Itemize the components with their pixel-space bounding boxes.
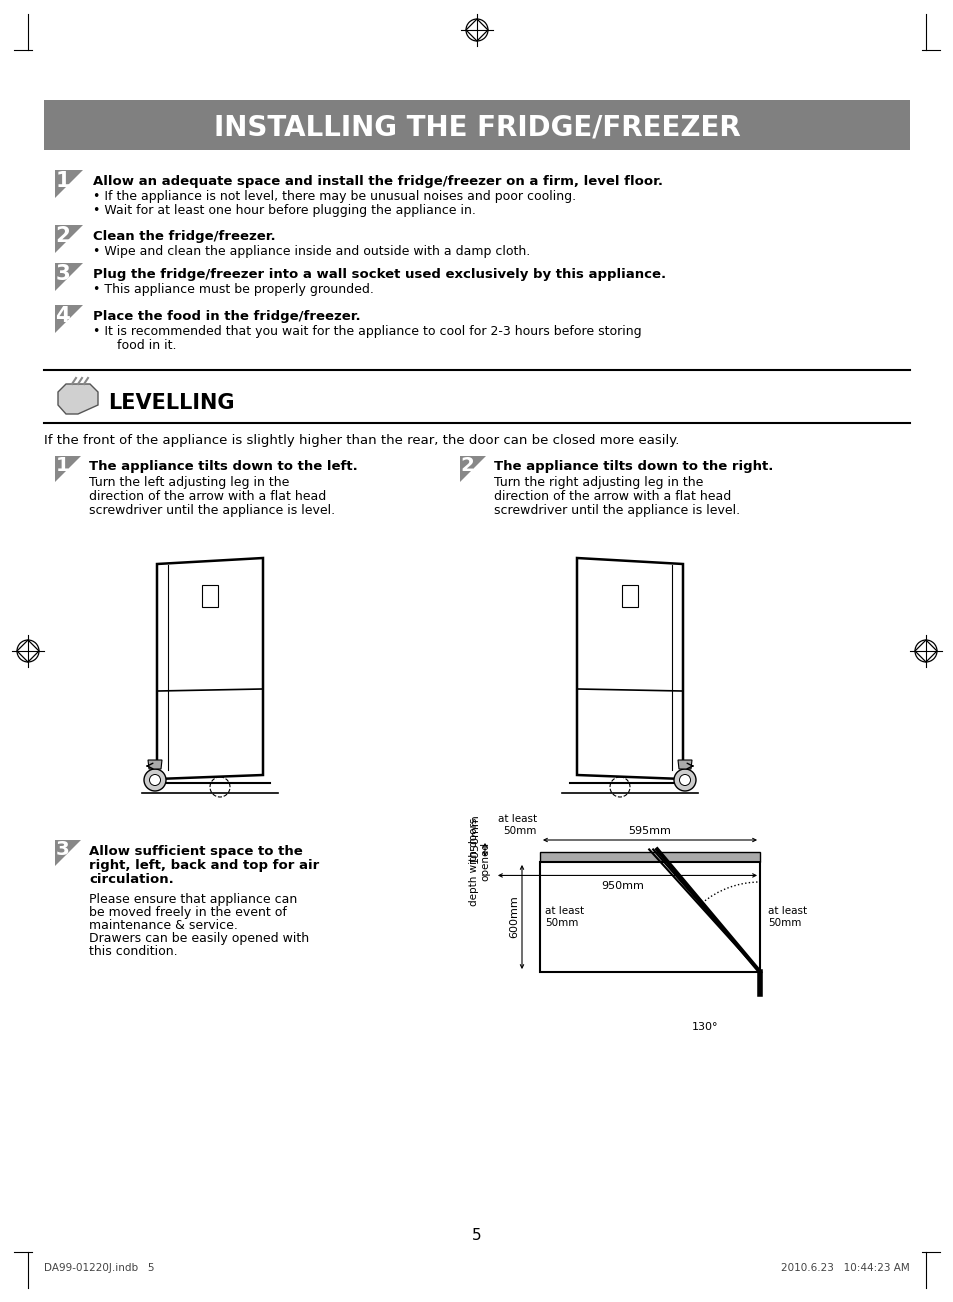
Polygon shape xyxy=(55,171,83,198)
Text: circulation.: circulation. xyxy=(89,874,173,885)
Text: Please ensure that appliance can: Please ensure that appliance can xyxy=(89,893,297,906)
Text: at least
50mm: at least 50mm xyxy=(767,906,806,928)
Text: 1: 1 xyxy=(55,457,69,475)
Text: 595mm: 595mm xyxy=(628,825,671,836)
Polygon shape xyxy=(465,20,488,40)
Text: depth with doors
opened: depth with doors opened xyxy=(469,818,490,906)
Text: at least
50mm: at least 50mm xyxy=(544,906,583,928)
Text: 3: 3 xyxy=(55,263,71,284)
Text: • Wait for at least one hour before plugging the appliance in.: • Wait for at least one hour before plug… xyxy=(92,204,476,217)
Text: Plug the fridge/freezer into a wall socket used exclusively by this appliance.: Plug the fridge/freezer into a wall sock… xyxy=(92,268,665,281)
Text: 1050mm: 1050mm xyxy=(470,812,479,863)
Text: • Wipe and clean the appliance inside and outside with a damp cloth.: • Wipe and clean the appliance inside an… xyxy=(92,245,530,258)
Circle shape xyxy=(150,775,160,785)
Text: Place the food in the fridge/freezer.: Place the food in the fridge/freezer. xyxy=(92,310,360,323)
Circle shape xyxy=(144,769,166,792)
Text: right, left, back and top for air: right, left, back and top for air xyxy=(89,859,319,872)
Bar xyxy=(202,585,218,607)
Text: Allow sufficient space to the: Allow sufficient space to the xyxy=(89,845,302,858)
Text: 1: 1 xyxy=(55,171,71,190)
Polygon shape xyxy=(577,559,682,779)
Text: 2010.6.23   10:44:23 AM: 2010.6.23 10:44:23 AM xyxy=(781,1263,909,1273)
Text: screwdriver until the appliance is level.: screwdriver until the appliance is level… xyxy=(494,504,740,517)
Text: maintenance & service.: maintenance & service. xyxy=(89,919,237,932)
Polygon shape xyxy=(55,456,81,482)
Text: direction of the arrow with a flat head: direction of the arrow with a flat head xyxy=(89,490,326,503)
Polygon shape xyxy=(148,760,162,769)
Text: Turn the left adjusting leg in the: Turn the left adjusting leg in the xyxy=(89,477,289,490)
Text: this condition.: this condition. xyxy=(89,945,177,958)
Text: 950mm: 950mm xyxy=(600,881,643,892)
Polygon shape xyxy=(58,384,98,414)
Text: 3: 3 xyxy=(55,840,70,859)
Text: 5: 5 xyxy=(472,1228,481,1242)
Bar xyxy=(539,852,760,862)
Text: • If the appliance is not level, there may be unusual noises and poor cooling.: • If the appliance is not level, there m… xyxy=(92,190,576,203)
Polygon shape xyxy=(55,263,83,292)
Text: direction of the arrow with a flat head: direction of the arrow with a flat head xyxy=(494,490,731,503)
Text: be moved freely in the event of: be moved freely in the event of xyxy=(89,906,287,919)
Text: The appliance tilts down to the left.: The appliance tilts down to the left. xyxy=(89,460,357,473)
Text: INSTALLING THE FRIDGE/FREEZER: INSTALLING THE FRIDGE/FREEZER xyxy=(213,113,740,141)
Text: If the front of the appliance is slightly higher than the rear, the door can be : If the front of the appliance is slightl… xyxy=(44,434,679,447)
Polygon shape xyxy=(55,225,83,253)
Circle shape xyxy=(679,775,690,785)
Text: 600mm: 600mm xyxy=(509,896,518,939)
Text: screwdriver until the appliance is level.: screwdriver until the appliance is level… xyxy=(89,504,335,517)
Text: • This appliance must be properly grounded.: • This appliance must be properly ground… xyxy=(92,283,374,296)
Bar xyxy=(539,862,760,973)
Text: LEVELLING: LEVELLING xyxy=(108,393,234,413)
Text: Turn the right adjusting leg in the: Turn the right adjusting leg in the xyxy=(494,477,702,490)
Polygon shape xyxy=(914,641,936,661)
Polygon shape xyxy=(157,559,263,779)
Text: 2: 2 xyxy=(460,457,474,475)
Text: 130°: 130° xyxy=(691,1022,718,1032)
Circle shape xyxy=(673,769,696,792)
Text: Allow an adequate space and install the fridge/freezer on a firm, level floor.: Allow an adequate space and install the … xyxy=(92,174,662,187)
Text: Clean the fridge/freezer.: Clean the fridge/freezer. xyxy=(92,230,275,243)
Bar xyxy=(44,100,909,150)
Bar xyxy=(621,585,638,607)
Text: DA99-01220J.indb   5: DA99-01220J.indb 5 xyxy=(44,1263,154,1273)
Polygon shape xyxy=(678,760,691,769)
Polygon shape xyxy=(55,840,81,866)
Text: at least
50mm: at least 50mm xyxy=(497,814,537,836)
Text: Drawers can be easily opened with: Drawers can be easily opened with xyxy=(89,932,309,945)
Text: food in it.: food in it. xyxy=(105,339,176,352)
Polygon shape xyxy=(55,305,83,333)
Text: The appliance tilts down to the right.: The appliance tilts down to the right. xyxy=(494,460,773,473)
Text: 4: 4 xyxy=(55,306,71,326)
Text: • It is recommended that you wait for the appliance to cool for 2-3 hours before: • It is recommended that you wait for th… xyxy=(92,326,641,339)
Polygon shape xyxy=(459,456,485,482)
Text: 2: 2 xyxy=(55,225,71,246)
Polygon shape xyxy=(17,641,39,661)
